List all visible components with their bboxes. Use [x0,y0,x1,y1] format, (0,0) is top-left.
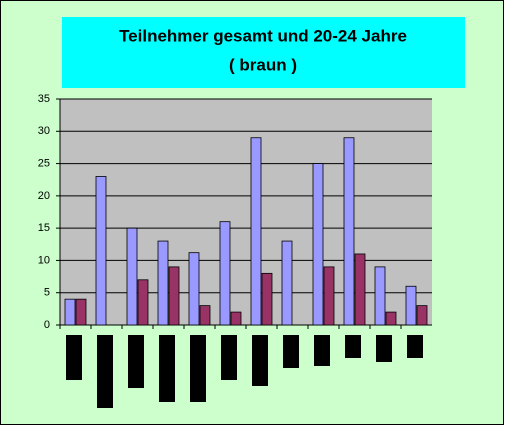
redaction [190,335,206,402]
bar [199,305,211,326]
bar [168,266,180,326]
bar [230,311,242,326]
bar [343,137,355,326]
redaction [376,335,392,362]
bar [250,137,262,326]
chart-title: Teilnehmer gesamt und 20-24 Jahre [119,26,407,45]
y-tick-label: 5 [44,287,50,299]
redaction [407,335,423,358]
bar [137,279,149,326]
bar [281,240,293,326]
redaction [252,335,268,386]
bar [261,272,273,326]
bar [126,227,138,326]
bar [312,163,324,326]
redaction [221,335,237,380]
bar [385,311,397,326]
plot-area [60,99,432,325]
y-tick-label: 10 [38,254,50,266]
redaction [314,335,330,366]
redaction [66,335,82,380]
bar [219,221,231,326]
bar [64,298,76,326]
bar [416,305,428,326]
redaction [128,335,144,388]
bar [95,176,107,326]
bar [188,252,200,326]
y-tick-label: 30 [38,125,50,137]
title-box [62,17,465,88]
y-tick-label: 20 [38,190,50,202]
y-tick-label: 25 [38,157,50,169]
bar [374,266,386,326]
bar [323,266,335,326]
redaction [97,335,113,408]
bar [75,298,87,326]
redaction [345,335,361,358]
bar [354,253,366,326]
chart-subtitle: ( braun ) [229,55,297,74]
redaction [159,335,175,402]
y-tick-label: 15 [38,222,50,234]
y-tick-label: 35 [38,93,50,105]
bar [405,285,417,326]
redaction [283,335,299,368]
y-tick-label: 0 [44,319,50,331]
bar [157,240,169,326]
